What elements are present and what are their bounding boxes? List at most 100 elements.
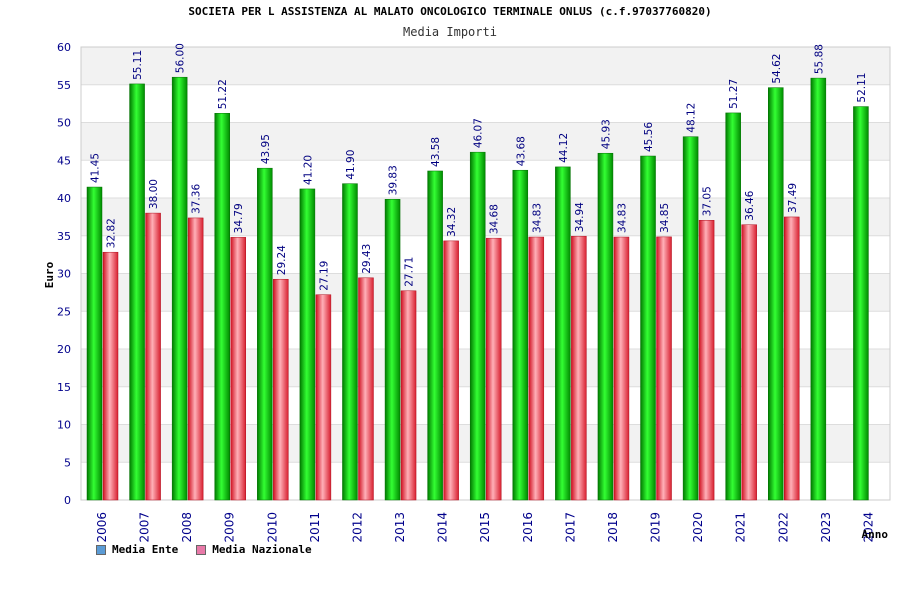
bar-value-label: 48.12 (686, 103, 698, 133)
y-axis: 0 5 10 15 20 25 30 35 40 45 50 55 60 (57, 41, 71, 507)
bar-media-nazionale (784, 216, 800, 501)
y-tick-label: 15 (57, 381, 71, 394)
bar-media-ente (682, 136, 699, 501)
x-tick-label: 2016 (521, 512, 535, 543)
x-axis: 2006 2007 2008 2009 2010 2011 2012 2013 2014 2015… (95, 512, 875, 543)
bar-value-label: 37.49 (787, 183, 799, 213)
bar-media-ente (725, 112, 741, 501)
bar-value-label: 34.94 (574, 202, 586, 232)
bar-value-label: 34.83 (531, 203, 543, 233)
x-tick-label: 2009 (223, 512, 237, 543)
legend-swatch-nazionale (196, 544, 207, 555)
bar-value-label: 55.88 (813, 44, 825, 74)
plot-frame (80, 46, 891, 501)
bar-value-label: 34.85 (659, 203, 671, 233)
x-tick-label: 2014 (436, 512, 450, 543)
bar-value-label: 41.90 (345, 150, 357, 180)
y-tick-label: 30 (57, 268, 71, 281)
bar-media-ente (129, 83, 145, 501)
x-tick-label: 2021 (734, 512, 748, 543)
bar-value-label: 34.32 (446, 207, 458, 237)
bar-media-ente (853, 106, 869, 501)
bar-media-ente (810, 77, 827, 501)
bar-media-nazionale (358, 277, 374, 501)
x-tick-label: 2024 (861, 512, 875, 543)
bar-media-ente (597, 152, 614, 501)
bars (86, 76, 869, 501)
x-tick-label: 2010 (265, 512, 279, 543)
x-tick-label: 2012 (350, 512, 364, 543)
x-tick-label: 2011 (308, 512, 322, 543)
bar-media-nazionale (443, 240, 459, 501)
bar-value-label: 34.79 (233, 203, 245, 233)
legend-label-nazionale: Media Nazionale (212, 543, 312, 556)
bar-media-ente (469, 151, 486, 501)
bar-value-label: 55.11 (132, 50, 144, 80)
x-tick-label: 2018 (606, 512, 620, 543)
bar-value-label: 51.22 (217, 79, 229, 109)
grid-band (81, 47, 890, 85)
y-tick-label: 50 (57, 117, 71, 130)
bar-value-label: 27.71 (404, 257, 416, 287)
bar-media-nazionale (400, 290, 417, 501)
x-tick-label: 2007 (138, 512, 152, 543)
y-axis-label: Euro (43, 261, 56, 288)
x-tick-label: 2013 (393, 512, 407, 543)
y-tick-label: 20 (57, 343, 71, 356)
bar-value-label: 36.46 (744, 190, 756, 220)
y-tick-label: 25 (57, 305, 71, 318)
bar-media-nazionale (102, 251, 119, 501)
x-tick-label: 2006 (95, 512, 109, 543)
bar-value-label: 46.07 (473, 118, 485, 148)
bar-value-label: 52.11 (856, 73, 868, 103)
bar-value-label: 32.82 (106, 218, 118, 248)
y-tick-label: 5 (64, 456, 71, 469)
bar-media-nazionale (571, 235, 587, 501)
bar-value-label: 43.95 (260, 134, 272, 164)
bar-media-ente (257, 167, 273, 501)
legend-item-ente: Media Ente (96, 543, 178, 556)
bar-value-label: 38.00 (148, 179, 160, 209)
x-tick-label: 2020 (691, 512, 705, 543)
bar-value-label: 34.83 (616, 203, 628, 233)
y-tick-label: 10 (57, 419, 71, 432)
bar-media-nazionale (230, 237, 246, 501)
bar-value-label: 45.93 (600, 119, 612, 149)
bar-media-ente (768, 87, 784, 501)
bar-value-label: 54.62 (771, 54, 783, 84)
x-tick-label: 2008 (180, 512, 194, 543)
bar-value-label: 37.36 (191, 184, 203, 214)
bar-media-ente (640, 155, 656, 501)
x-tick-label: 2015 (478, 512, 492, 543)
bar-media-nazionale (613, 236, 630, 501)
bar-value-label: 45.56 (643, 122, 655, 152)
y-tick-label: 0 (64, 494, 71, 507)
bar-media-nazionale (656, 236, 672, 501)
y-tick-label: 40 (57, 192, 71, 205)
bar-media-nazionale (698, 220, 715, 501)
bar-media-ente (512, 169, 529, 501)
legend-item-nazionale: Media Nazionale (196, 543, 312, 556)
bar-media-nazionale (187, 217, 204, 501)
bar-value-label: 27.19 (318, 261, 330, 291)
bar-value-label: 51.27 (728, 79, 740, 109)
chart-title: SOCIETA PER L ASSISTENZA AL MALATO ONCOL… (188, 5, 712, 18)
bar-media-nazionale (315, 294, 332, 501)
bar-media-ente (299, 188, 316, 501)
bar-value-label: 43.58 (430, 137, 442, 167)
bar-media-nazionale (741, 224, 757, 501)
chart-subtitle: Media Importi (403, 25, 497, 39)
y-tick-label: 45 (57, 154, 71, 167)
bar-media-ente (384, 199, 401, 501)
bar-media-ente (555, 166, 571, 501)
bar-value-label: 56.00 (175, 43, 187, 73)
legend: Media Ente Media Nazionale (96, 543, 312, 556)
bar-media-nazionale (145, 212, 161, 501)
bar-value-label: 44.12 (558, 133, 570, 163)
bar-value-label: 41.20 (302, 155, 314, 185)
x-axis-label: Anno (862, 528, 889, 541)
x-tick-label: 2022 (776, 512, 790, 543)
bar-value-label: 41.45 (90, 153, 102, 183)
bar-value-label: 39.83 (388, 165, 400, 195)
